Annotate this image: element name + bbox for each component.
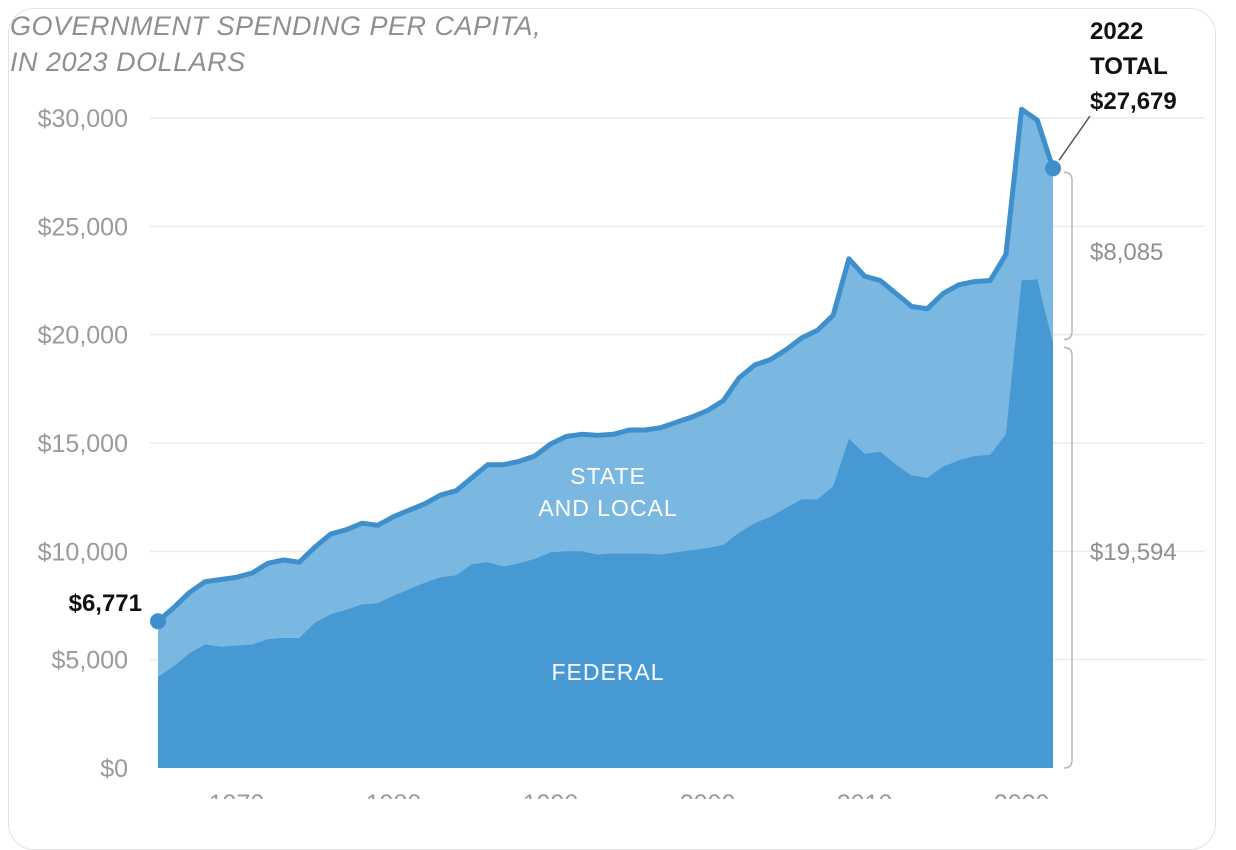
y-tick-label: $5,000 bbox=[52, 647, 128, 675]
y-tick-label: $0 bbox=[100, 755, 128, 783]
y-tick-label: $15,000 bbox=[38, 430, 128, 458]
x-tick-label: 1990 bbox=[523, 790, 579, 799]
end-heading-line-1: 2022 bbox=[1090, 18, 1143, 45]
federal-bracket bbox=[1063, 346, 1073, 769]
y-tick-label: $30,000 bbox=[38, 105, 128, 133]
state-local-2022-label: $8,085 bbox=[1090, 239, 1163, 266]
area-label-state-local-line-1: STATE bbox=[570, 463, 646, 489]
x-tick-label: 2010 bbox=[837, 790, 893, 799]
callout-leader bbox=[1058, 115, 1091, 161]
y-tick-label: $10,000 bbox=[38, 538, 128, 566]
end-heading-line-2: TOTAL bbox=[1090, 53, 1168, 80]
start-value-label: $6,771 bbox=[69, 590, 142, 617]
area-layer bbox=[156, 106, 1056, 769]
end-total-value-label: $27,679 bbox=[1090, 88, 1177, 115]
x-tick-label: 2020 bbox=[994, 790, 1050, 799]
area-chart: $0 $5,000 $10,000 $15,000 $20,000 $25,000 $30,… bbox=[38, 18, 1205, 799]
end-point bbox=[1045, 160, 1061, 177]
x-tick-label: 1970 bbox=[209, 790, 265, 799]
y-tick-label: $25,000 bbox=[38, 213, 128, 241]
chart-title-line-2: IN 2023 DOLLARS bbox=[10, 47, 246, 77]
total-line bbox=[156, 106, 1056, 624]
x-tick-label: 2000 bbox=[680, 790, 736, 799]
area-label-federal: FEDERAL bbox=[551, 659, 664, 685]
chart-title-line-1: GOVERNMENT SPENDING PER CAPITA, bbox=[10, 11, 542, 41]
state-local-bracket bbox=[1063, 171, 1073, 341]
y-tick-label: $20,000 bbox=[38, 322, 128, 350]
federal-area bbox=[158, 279, 1053, 768]
callouts bbox=[150, 115, 1091, 769]
federal-2022-label: $19,594 bbox=[1090, 539, 1177, 566]
area-label-state-local-line-2: AND LOCAL bbox=[538, 495, 677, 521]
chart-title: GOVERNMENT SPENDING PER CAPITA, IN 2023 … bbox=[10, 8, 541, 80]
axis-labels: $0 $5,000 $10,000 $15,000 $20,000 $25,000 $30,… bbox=[38, 105, 1050, 799]
chart-frame: GOVERNMENT SPENDING PER CAPITA, IN 2023 … bbox=[8, 8, 1216, 850]
start-point bbox=[150, 613, 166, 630]
x-tick-label: 1980 bbox=[366, 790, 422, 799]
